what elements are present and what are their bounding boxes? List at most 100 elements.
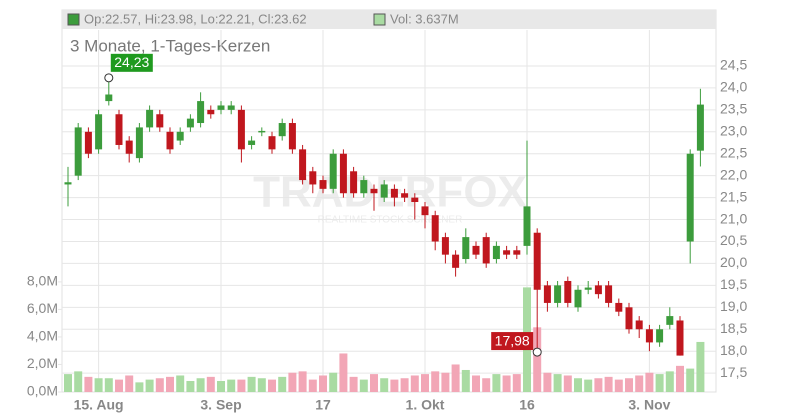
y-tick-label: 20,5: [720, 232, 747, 248]
candle-body: [197, 101, 205, 124]
y-tick-label: 21,5: [720, 188, 747, 204]
x-tick-label: 3. Nov: [628, 397, 670, 413]
volume-bar: [594, 378, 603, 392]
candle-body: [186, 118, 194, 128]
y-tick-label: 20,0: [720, 254, 747, 270]
candle-body: [452, 254, 460, 268]
plot-area: [61, 9, 717, 393]
x-tick-label: 15. Aug: [74, 397, 124, 413]
volume-bar: [104, 378, 113, 392]
candle-body: [135, 127, 143, 159]
annotation-box: [110, 53, 153, 72]
candle-body: [176, 131, 184, 141]
candle-body: [105, 94, 113, 102]
y2-tick-label: 0,0M: [27, 383, 58, 399]
candle-body: [288, 123, 296, 150]
volume-bar: [390, 379, 399, 392]
candle-body: [676, 320, 684, 356]
candle-body: [411, 197, 419, 203]
candle-body: [696, 104, 704, 151]
volume-bar: [176, 375, 185, 392]
candle-body: [156, 114, 164, 128]
legend-ohlc: Op:22.57, Hi:23.98, Lo:22.21, Cl:23.62: [84, 11, 307, 26]
volume-bar: [145, 379, 154, 392]
candle-body: [635, 320, 643, 330]
candle-body: [166, 131, 174, 150]
volume-bar: [655, 374, 664, 392]
volume-bar: [482, 378, 491, 392]
annotation-label: 24,23: [114, 54, 149, 70]
y2-tick-label: 2,0M: [27, 355, 58, 371]
candle-body: [115, 114, 123, 145]
candle-body: [492, 245, 500, 260]
volume-bar: [543, 372, 552, 392]
candle-body: [564, 280, 572, 303]
annotation-box: [491, 332, 534, 351]
volume-bar: [370, 374, 378, 392]
candle-body: [533, 232, 541, 290]
y-tick-label: 21,0: [720, 210, 747, 226]
candle-body: [482, 237, 490, 264]
candle-body: [615, 302, 623, 312]
volume-bar: [635, 375, 644, 392]
y2-tick-label: 6,0M: [27, 300, 58, 316]
candle-body: [472, 245, 480, 255]
volume-bar: [676, 365, 684, 392]
candle-body: [605, 285, 613, 303]
y-tick-label: 18,0: [720, 342, 747, 358]
volume-bar: [94, 378, 103, 392]
volume-bar: [135, 382, 144, 392]
volume-bar: [380, 378, 389, 392]
volume-bar: [421, 374, 429, 392]
volume-bar: [206, 376, 215, 392]
volume-bar: [563, 375, 572, 392]
candle-body: [431, 215, 439, 242]
watermark: TRADERFOX: [253, 168, 527, 217]
candle-body: [656, 329, 664, 343]
volume-bar: [308, 379, 317, 392]
y-tick-label: 19,5: [720, 276, 747, 292]
x-tick-label: 16: [519, 397, 535, 413]
candle-body: [584, 287, 592, 290]
y-tick-label: 22,0: [720, 166, 747, 182]
candle-body: [268, 136, 276, 150]
volume-bar: [298, 371, 307, 392]
candle-body: [645, 329, 653, 343]
candle-body: [248, 140, 256, 145]
x-tick-label: 1. Okt: [406, 397, 445, 413]
candle-body: [554, 285, 562, 303]
legend-icon: [373, 13, 386, 26]
volume-bar: [329, 372, 338, 392]
candle-body: [686, 153, 694, 242]
volume-bar: [359, 379, 368, 392]
volume-bar: [665, 371, 674, 392]
y-tick-label: 19,0: [720, 298, 747, 314]
candle-body: [125, 140, 133, 154]
y2-tick-label: 4,0M: [27, 328, 58, 344]
volume-bar: [645, 372, 654, 392]
candle-body: [503, 250, 511, 255]
annotation-label: 17,98: [495, 332, 530, 348]
candle-body: [462, 237, 470, 260]
volume-bar: [155, 378, 164, 392]
candle-body: [258, 130, 266, 133]
volume-bar: [461, 369, 470, 392]
y-tick-label: 24,0: [720, 79, 747, 95]
candle-body: [74, 127, 82, 176]
volume-bar: [166, 376, 174, 392]
x-tick-label: 3. Sep: [200, 397, 241, 413]
candle-body: [227, 105, 235, 110]
candle-body: [390, 188, 398, 198]
volume-bar: [502, 375, 511, 392]
candle-body: [299, 149, 307, 181]
volume-bar: [319, 375, 327, 392]
candle-body: [329, 153, 337, 189]
annotation-marker: [532, 347, 542, 357]
candle-body: [278, 123, 286, 137]
candle-body: [84, 131, 92, 154]
y-tick-label: 23,0: [720, 123, 747, 139]
watermark-sub: REALTIME STOCK SCREENER: [318, 215, 463, 226]
candle-body: [95, 114, 103, 150]
legend-icon: [67, 13, 80, 26]
candle-body: [319, 180, 327, 189]
